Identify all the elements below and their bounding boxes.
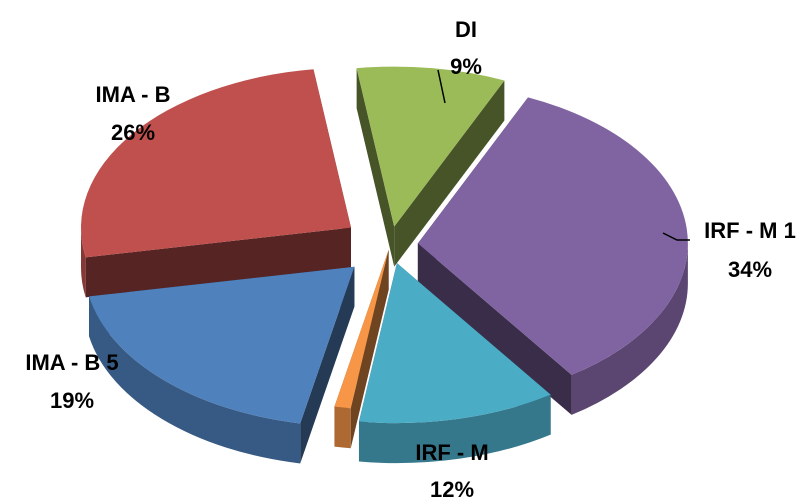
slice-side-wall bbox=[417, 243, 572, 415]
pie-slices bbox=[80, 66, 688, 464]
slice-outer-wall bbox=[358, 394, 551, 464]
slice-top-face bbox=[334, 249, 389, 409]
slice-outer-wall bbox=[80, 227, 86, 298]
slice-pct-irf-m: 12% bbox=[430, 477, 474, 500]
slice-side-wall bbox=[85, 227, 351, 298]
slice-side-wall bbox=[300, 266, 355, 464]
leader-line-irf-m1 bbox=[662, 232, 690, 241]
slice-label-ima-b5: IMA - B 5 bbox=[25, 350, 118, 375]
slice-outer-wall bbox=[571, 243, 688, 415]
pie-slice-6 bbox=[80, 69, 351, 298]
leader-line-di bbox=[437, 69, 446, 104]
slice-top-face bbox=[89, 266, 355, 424]
slice-pct-di: 9% bbox=[450, 54, 482, 79]
slice-top-face bbox=[80, 69, 351, 258]
slice-label-ima-b: IMA - B bbox=[96, 82, 171, 107]
slice-side-wall bbox=[356, 68, 395, 267]
pie-slice-3 bbox=[358, 263, 551, 464]
slice-label-irf-m: IRF - M bbox=[415, 440, 488, 465]
slice-top-face bbox=[417, 97, 688, 375]
pie-slice-4 bbox=[334, 249, 389, 449]
slice-outer-wall bbox=[89, 296, 301, 464]
slice-outer-wall bbox=[334, 406, 351, 449]
slice-label-irf-m1: IRF - M 1 bbox=[704, 218, 796, 243]
slice-pct-irf-m1: 34% bbox=[728, 257, 772, 282]
slice-label-di: DI bbox=[455, 17, 477, 42]
slice-pct-ima-b: 26% bbox=[111, 120, 155, 145]
pie-slice-1 bbox=[356, 66, 505, 267]
pie-slice-2 bbox=[417, 97, 688, 415]
slice-top-face bbox=[356, 66, 505, 227]
slice-pct-ima-b5: 19% bbox=[50, 388, 94, 413]
slice-top-face bbox=[358, 263, 551, 424]
slice-side-wall bbox=[394, 80, 505, 267]
pie-slice-5 bbox=[89, 266, 355, 464]
